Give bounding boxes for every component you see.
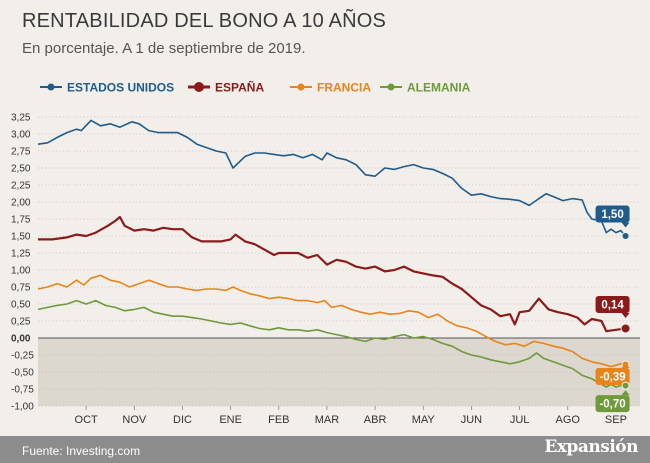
y-tick-label: 0,75 xyxy=(11,283,31,294)
legend-label-1: ESPAÑA xyxy=(215,80,264,95)
end-marker-3 xyxy=(621,381,630,390)
series-line-0 xyxy=(37,119,627,237)
end-label-box-3 xyxy=(595,395,630,413)
end-value-label-1: 0,14 xyxy=(601,299,624,311)
y-tick-label: 1,00 xyxy=(11,266,31,277)
x-tick-label: DIC xyxy=(173,414,192,426)
x-tick-label: MAY xyxy=(412,414,436,426)
legend-label-3: ALEMANIA xyxy=(407,81,471,95)
chart-plot-area: 3,25 3,00 2,75 2,50 2,25 2,00 1,75 1,50 1,25 1,00… xyxy=(11,113,640,426)
chart-subtitle: En porcentaje. A 1 de septiembre de 2019… xyxy=(22,40,306,57)
y-tick-label: -0,75 xyxy=(11,385,34,396)
chart-title: RENTABILIDAD DEL BONO A 10 AÑOS xyxy=(22,10,387,32)
y-tick-label: 2,00 xyxy=(11,198,31,209)
y-tick-label: 0,25 xyxy=(11,317,31,328)
y-tick-label: 3,00 xyxy=(11,130,31,141)
end-label-box-2 xyxy=(595,368,630,386)
x-tick-label: AGO xyxy=(556,414,581,426)
legend-label-2: FRANCIA xyxy=(317,81,371,95)
x-tick-label: SEP xyxy=(605,414,627,426)
x-tick-label: MAR xyxy=(315,414,340,426)
x-tick-label: ABR xyxy=(364,414,387,426)
y-tick-label: 1,25 xyxy=(11,249,31,260)
x-tick-label: NOV xyxy=(122,414,147,426)
end-label-box-0 xyxy=(595,205,630,223)
y-tick-label: 1,50 xyxy=(11,232,31,243)
x-tick-label: JUL xyxy=(510,414,530,426)
y-tick-label: 2,75 xyxy=(11,147,31,158)
x-tick-label: ENE xyxy=(219,414,242,426)
footer-bar xyxy=(0,436,650,463)
end-value-label-2: -0,39 xyxy=(599,372,625,384)
end-marker-1 xyxy=(620,323,631,334)
chart-legend: ESTADOS UNIDOS ESPAÑA FRANCIA ALEMANIA xyxy=(40,80,471,95)
brand-logo: Expansión xyxy=(544,437,638,457)
y-tick-label: -0,25 xyxy=(11,351,34,362)
end-label-pointer-1 xyxy=(621,312,630,318)
y-tick-label: 2,50 xyxy=(11,164,31,175)
y-tick-label: 1,75 xyxy=(11,215,31,226)
end-label-pointer-2 xyxy=(621,363,630,369)
legend-marker-1 xyxy=(194,82,204,92)
source-note: Fuente: Investing.com xyxy=(22,444,141,458)
series-line-1 xyxy=(38,215,626,333)
series-line-3 xyxy=(37,299,626,388)
end-label-pointer-0 xyxy=(621,222,630,228)
end-value-label-0: 1,50 xyxy=(601,209,623,221)
series-line-2 xyxy=(37,274,626,368)
end-value-label-3: -0,70 xyxy=(599,399,625,411)
x-tick-label: FEB xyxy=(268,414,289,426)
end-label-box-1 xyxy=(595,295,630,313)
y-tick-label: -1,00 xyxy=(11,402,34,413)
x-tick-label: OCT xyxy=(75,414,99,426)
legend-marker-2 xyxy=(297,83,305,91)
x-tick-label: JUN xyxy=(461,414,482,426)
legend-label-0: ESTADOS UNIDOS xyxy=(67,81,174,95)
legend-marker-0 xyxy=(47,83,55,91)
y-tick-label: 2,25 xyxy=(11,181,31,192)
y-tick-label: 0,00 xyxy=(11,334,31,345)
y-tick-label: -0,50 xyxy=(11,368,34,379)
y-tick-label: 0,50 xyxy=(11,300,31,311)
legend-marker-3 xyxy=(387,83,395,91)
y-tick-label: 3,25 xyxy=(11,113,31,124)
end-label-pointer-3 xyxy=(621,390,630,396)
end-marker-0 xyxy=(621,232,630,240)
